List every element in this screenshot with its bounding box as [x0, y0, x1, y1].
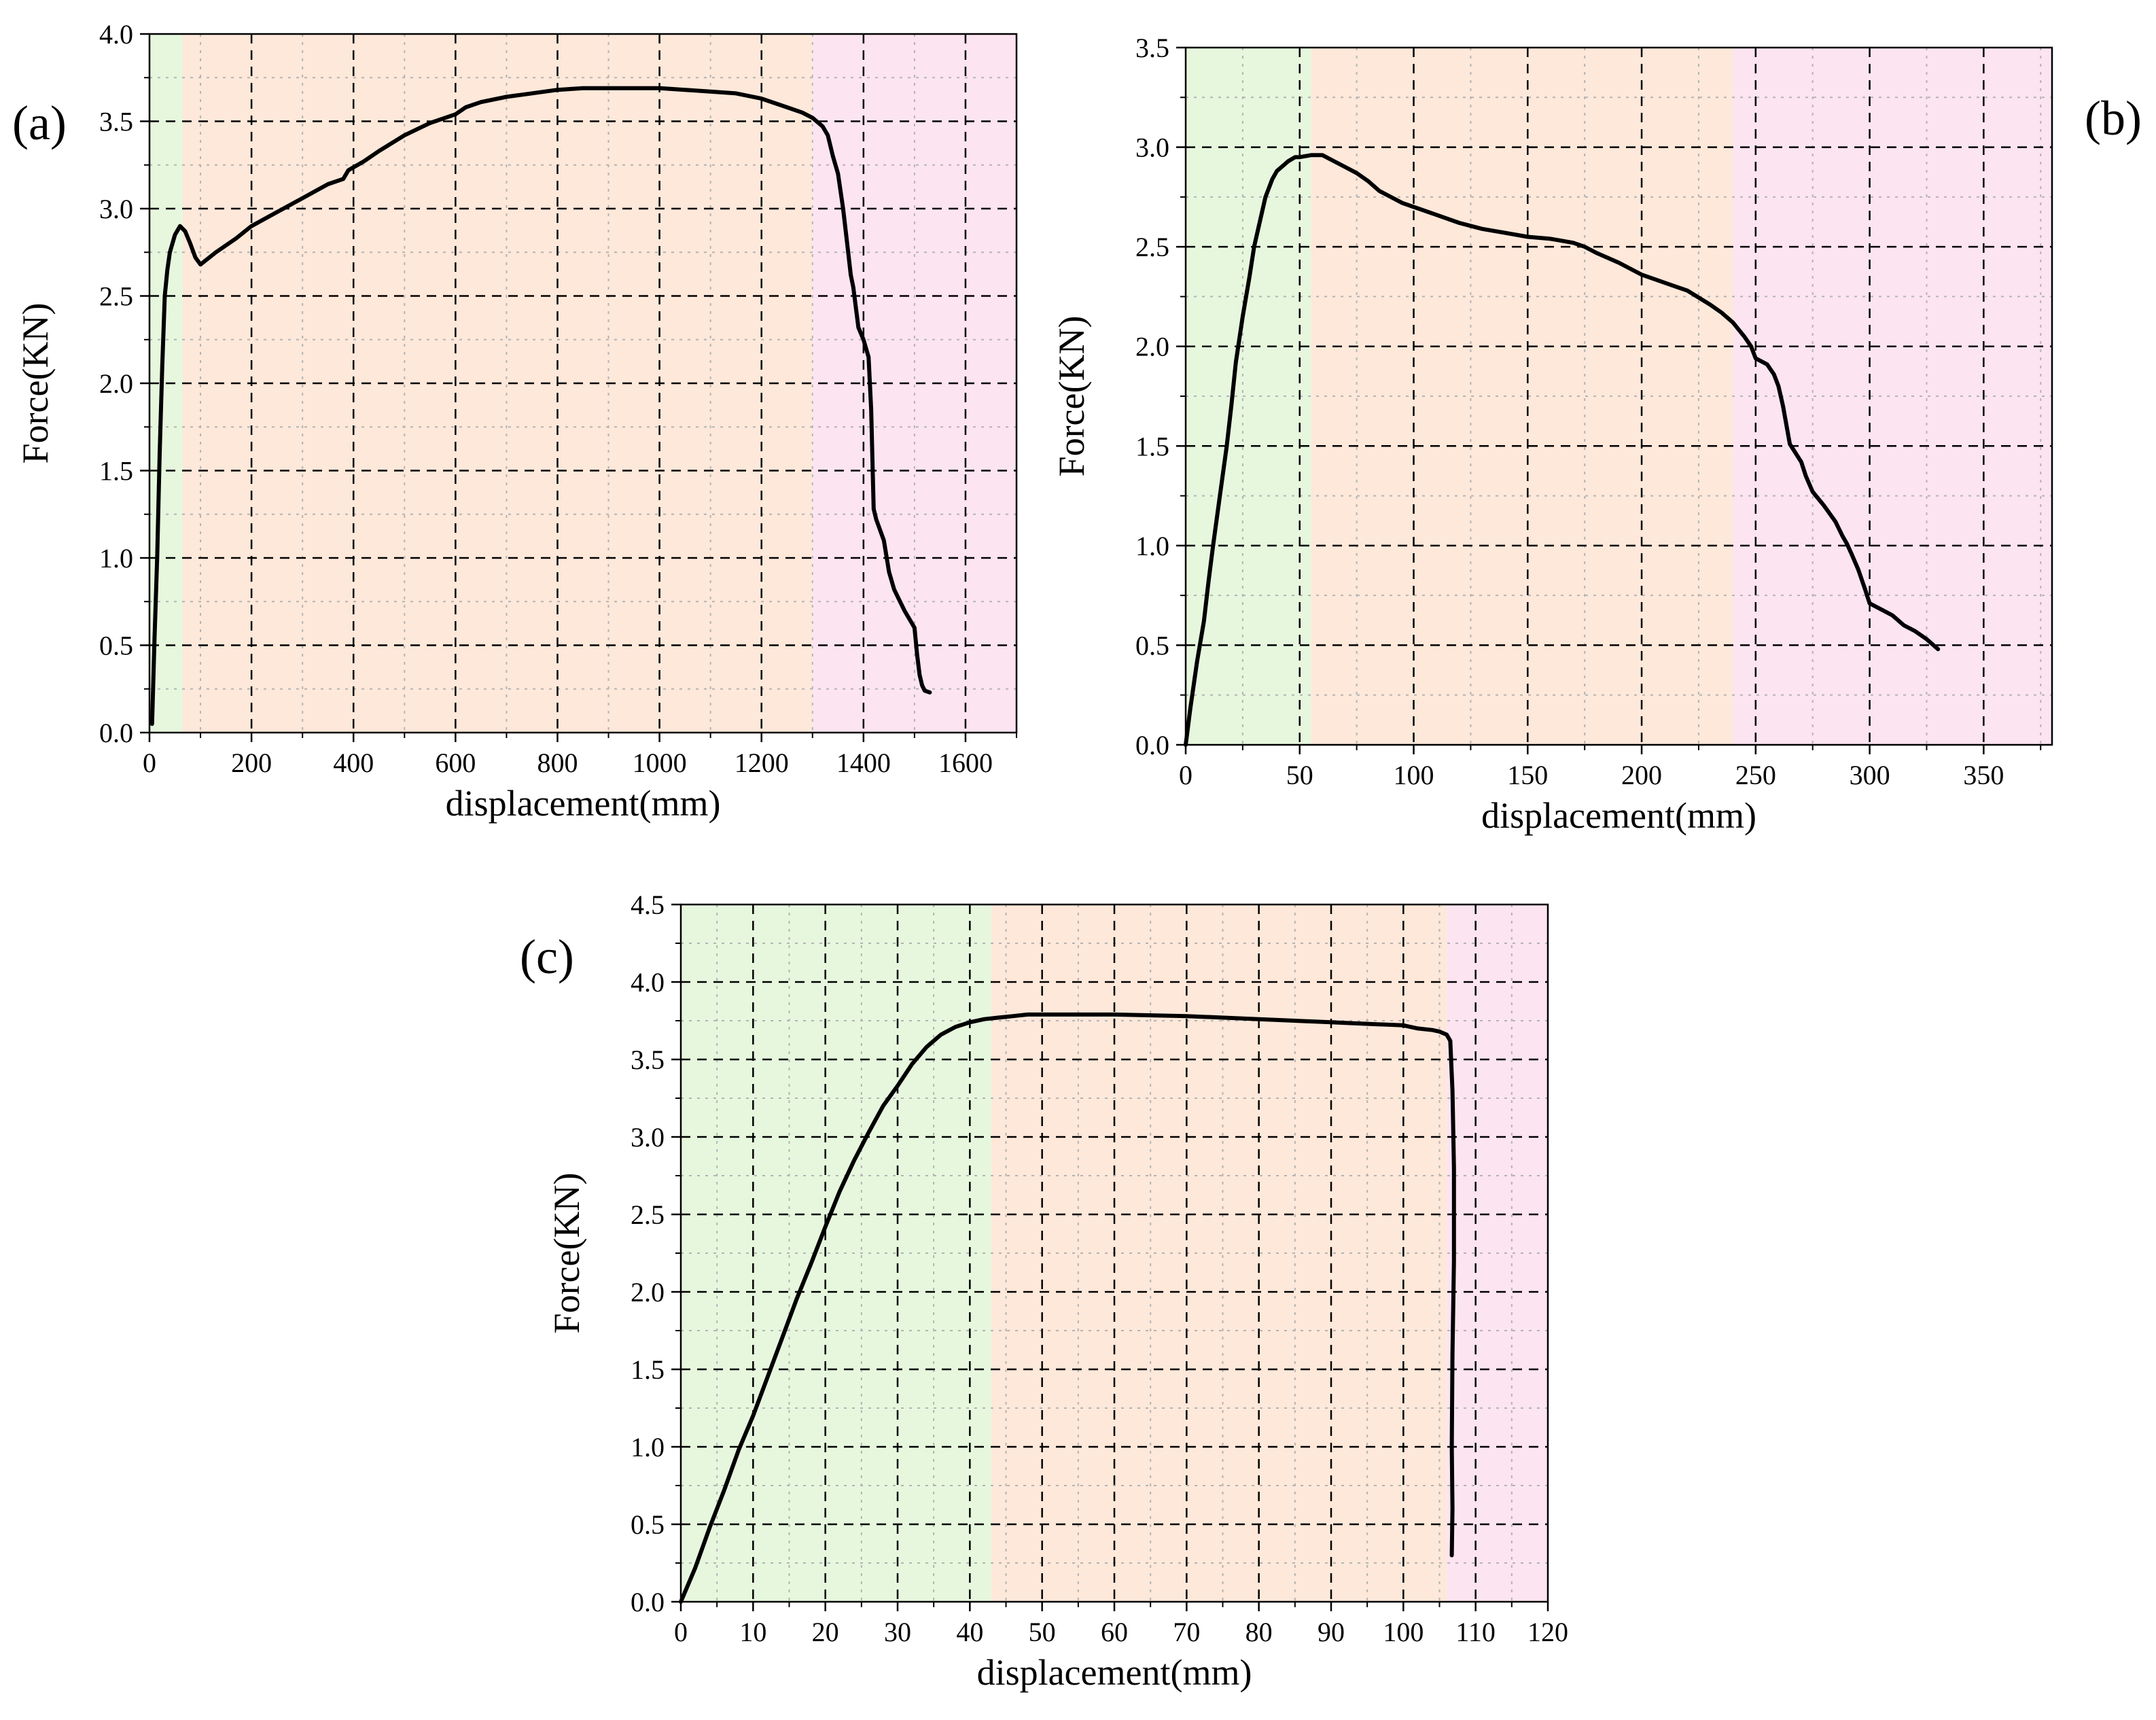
- x-tick-label: 1600: [938, 748, 993, 778]
- y-tick-label: 1.5: [1135, 431, 1169, 461]
- x-axis-title: displacement(mm): [977, 1652, 1252, 1693]
- x-tick-label: 80: [1245, 1617, 1273, 1647]
- x-tick-label: 20: [812, 1617, 839, 1647]
- y-axis-title: Force(KN): [15, 303, 56, 464]
- x-tick-label: 1400: [836, 748, 891, 778]
- x-tick-label: 800: [537, 748, 578, 778]
- x-tick-label: 60: [1101, 1617, 1128, 1647]
- x-tick-label: 0: [143, 748, 156, 778]
- y-tick-label: 4.0: [99, 19, 133, 50]
- x-tick-label: 50: [1286, 760, 1313, 790]
- x-tick-label: 110: [1455, 1617, 1496, 1647]
- force-displacement-curve: [1184, 153, 1941, 747]
- y-tick-label: 1.0: [631, 1432, 665, 1462]
- x-tick-label: 50: [1029, 1617, 1056, 1647]
- y-tick-label: 4.0: [631, 967, 665, 998]
- y-tick-label: 2.5: [99, 281, 133, 312]
- x-tick-label: 250: [1735, 760, 1776, 790]
- y-tick-label: 2.5: [1135, 232, 1169, 262]
- y-tick-label: 2.0: [1135, 332, 1169, 362]
- y-tick-label: 1.0: [99, 543, 133, 574]
- x-tick-label: 30: [884, 1617, 911, 1647]
- x-tick-label: 120: [1527, 1617, 1568, 1647]
- panel-a: 0 200 400 600 800 1000 1200 1400 1600 0.0 0.5 1.0 1.…: [12, 19, 1018, 824]
- x-axis-title: displacement(mm): [1481, 795, 1756, 836]
- x-tick-label: 10: [739, 1617, 766, 1647]
- y-tick-label: 2.5: [631, 1199, 665, 1230]
- x-tick-label: 100: [1394, 760, 1434, 790]
- y-tick-label: 0.0: [631, 1587, 665, 1617]
- y-tick-label: 0.5: [631, 1509, 665, 1540]
- y-tick-label: 3.5: [1135, 33, 1169, 63]
- y-tick-label: 2.0: [99, 368, 133, 399]
- force-displacement-curve: [679, 1012, 1456, 1604]
- y-axis-title: Force(KN): [1051, 316, 1092, 477]
- panel-label: (c): [520, 930, 574, 984]
- x-axis-title: displacement(mm): [446, 783, 721, 824]
- x-tick-label: 0: [1179, 760, 1192, 790]
- panel-c: 0 10 20 30 40 50 60 70 80 90 100 110 120 0.0 0.5 1.0 1.5…: [520, 890, 1568, 1693]
- y-tick-label: 3.0: [1135, 133, 1169, 163]
- x-tick-label: 300: [1850, 760, 1890, 790]
- panel-label: (a): [12, 96, 67, 150]
- y-tick-label: 3.5: [631, 1045, 665, 1075]
- y-tick-label: 3.0: [631, 1122, 665, 1153]
- y-tick-label: 0.0: [1135, 730, 1169, 760]
- y-tick-label: 0.5: [1135, 630, 1169, 661]
- panel-b: 0 50 100 150 200 250 300 350 0.0 0.5 1.0 1.5 2.0 2.5 3…: [1051, 33, 2142, 836]
- y-tick-label: 1.5: [631, 1354, 665, 1385]
- x-tick-label: 350: [1963, 760, 2004, 790]
- y-tick-label: 0.5: [99, 631, 133, 661]
- y-tick-label: 4.5: [631, 890, 665, 920]
- x-tick-label: 600: [435, 748, 476, 778]
- y-tick-label: 1.0: [1135, 531, 1169, 561]
- x-tick-label: 1000: [633, 748, 687, 778]
- x-tick-label: 90: [1318, 1617, 1345, 1647]
- x-tick-label: 0: [674, 1617, 688, 1647]
- x-tick-label: 40: [956, 1617, 983, 1647]
- x-tick-label: 150: [1507, 760, 1548, 790]
- x-tick-label: 200: [231, 748, 272, 778]
- panel-label: (b): [2085, 91, 2142, 145]
- zone-failure: [1733, 48, 2052, 745]
- y-tick-label: 3.5: [99, 107, 133, 137]
- y-axis-title: Force(KN): [546, 1173, 587, 1334]
- x-tick-label: 1200: [735, 748, 789, 778]
- y-tick-label: 2.0: [631, 1277, 665, 1307]
- x-tick-label: 200: [1621, 760, 1662, 790]
- x-tick-label: 70: [1173, 1617, 1200, 1647]
- y-tick-label: 3.0: [99, 194, 133, 224]
- x-tick-label: 100: [1383, 1617, 1424, 1647]
- y-tick-label: 1.5: [99, 456, 133, 487]
- y-tick-label: 0.0: [99, 718, 133, 748]
- x-tick-label: 400: [333, 748, 374, 778]
- zone-elastic: [1186, 48, 1311, 745]
- force-displacement-curve: [149, 86, 932, 726]
